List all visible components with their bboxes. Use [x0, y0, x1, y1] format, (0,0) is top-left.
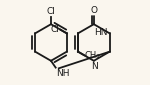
Text: HN: HN: [95, 28, 108, 37]
Text: Cl: Cl: [51, 25, 59, 34]
Text: NH: NH: [56, 69, 70, 78]
Text: Cl: Cl: [46, 7, 55, 16]
Text: CH₃: CH₃: [85, 51, 100, 60]
Text: N: N: [91, 62, 98, 71]
Text: O: O: [90, 6, 97, 15]
